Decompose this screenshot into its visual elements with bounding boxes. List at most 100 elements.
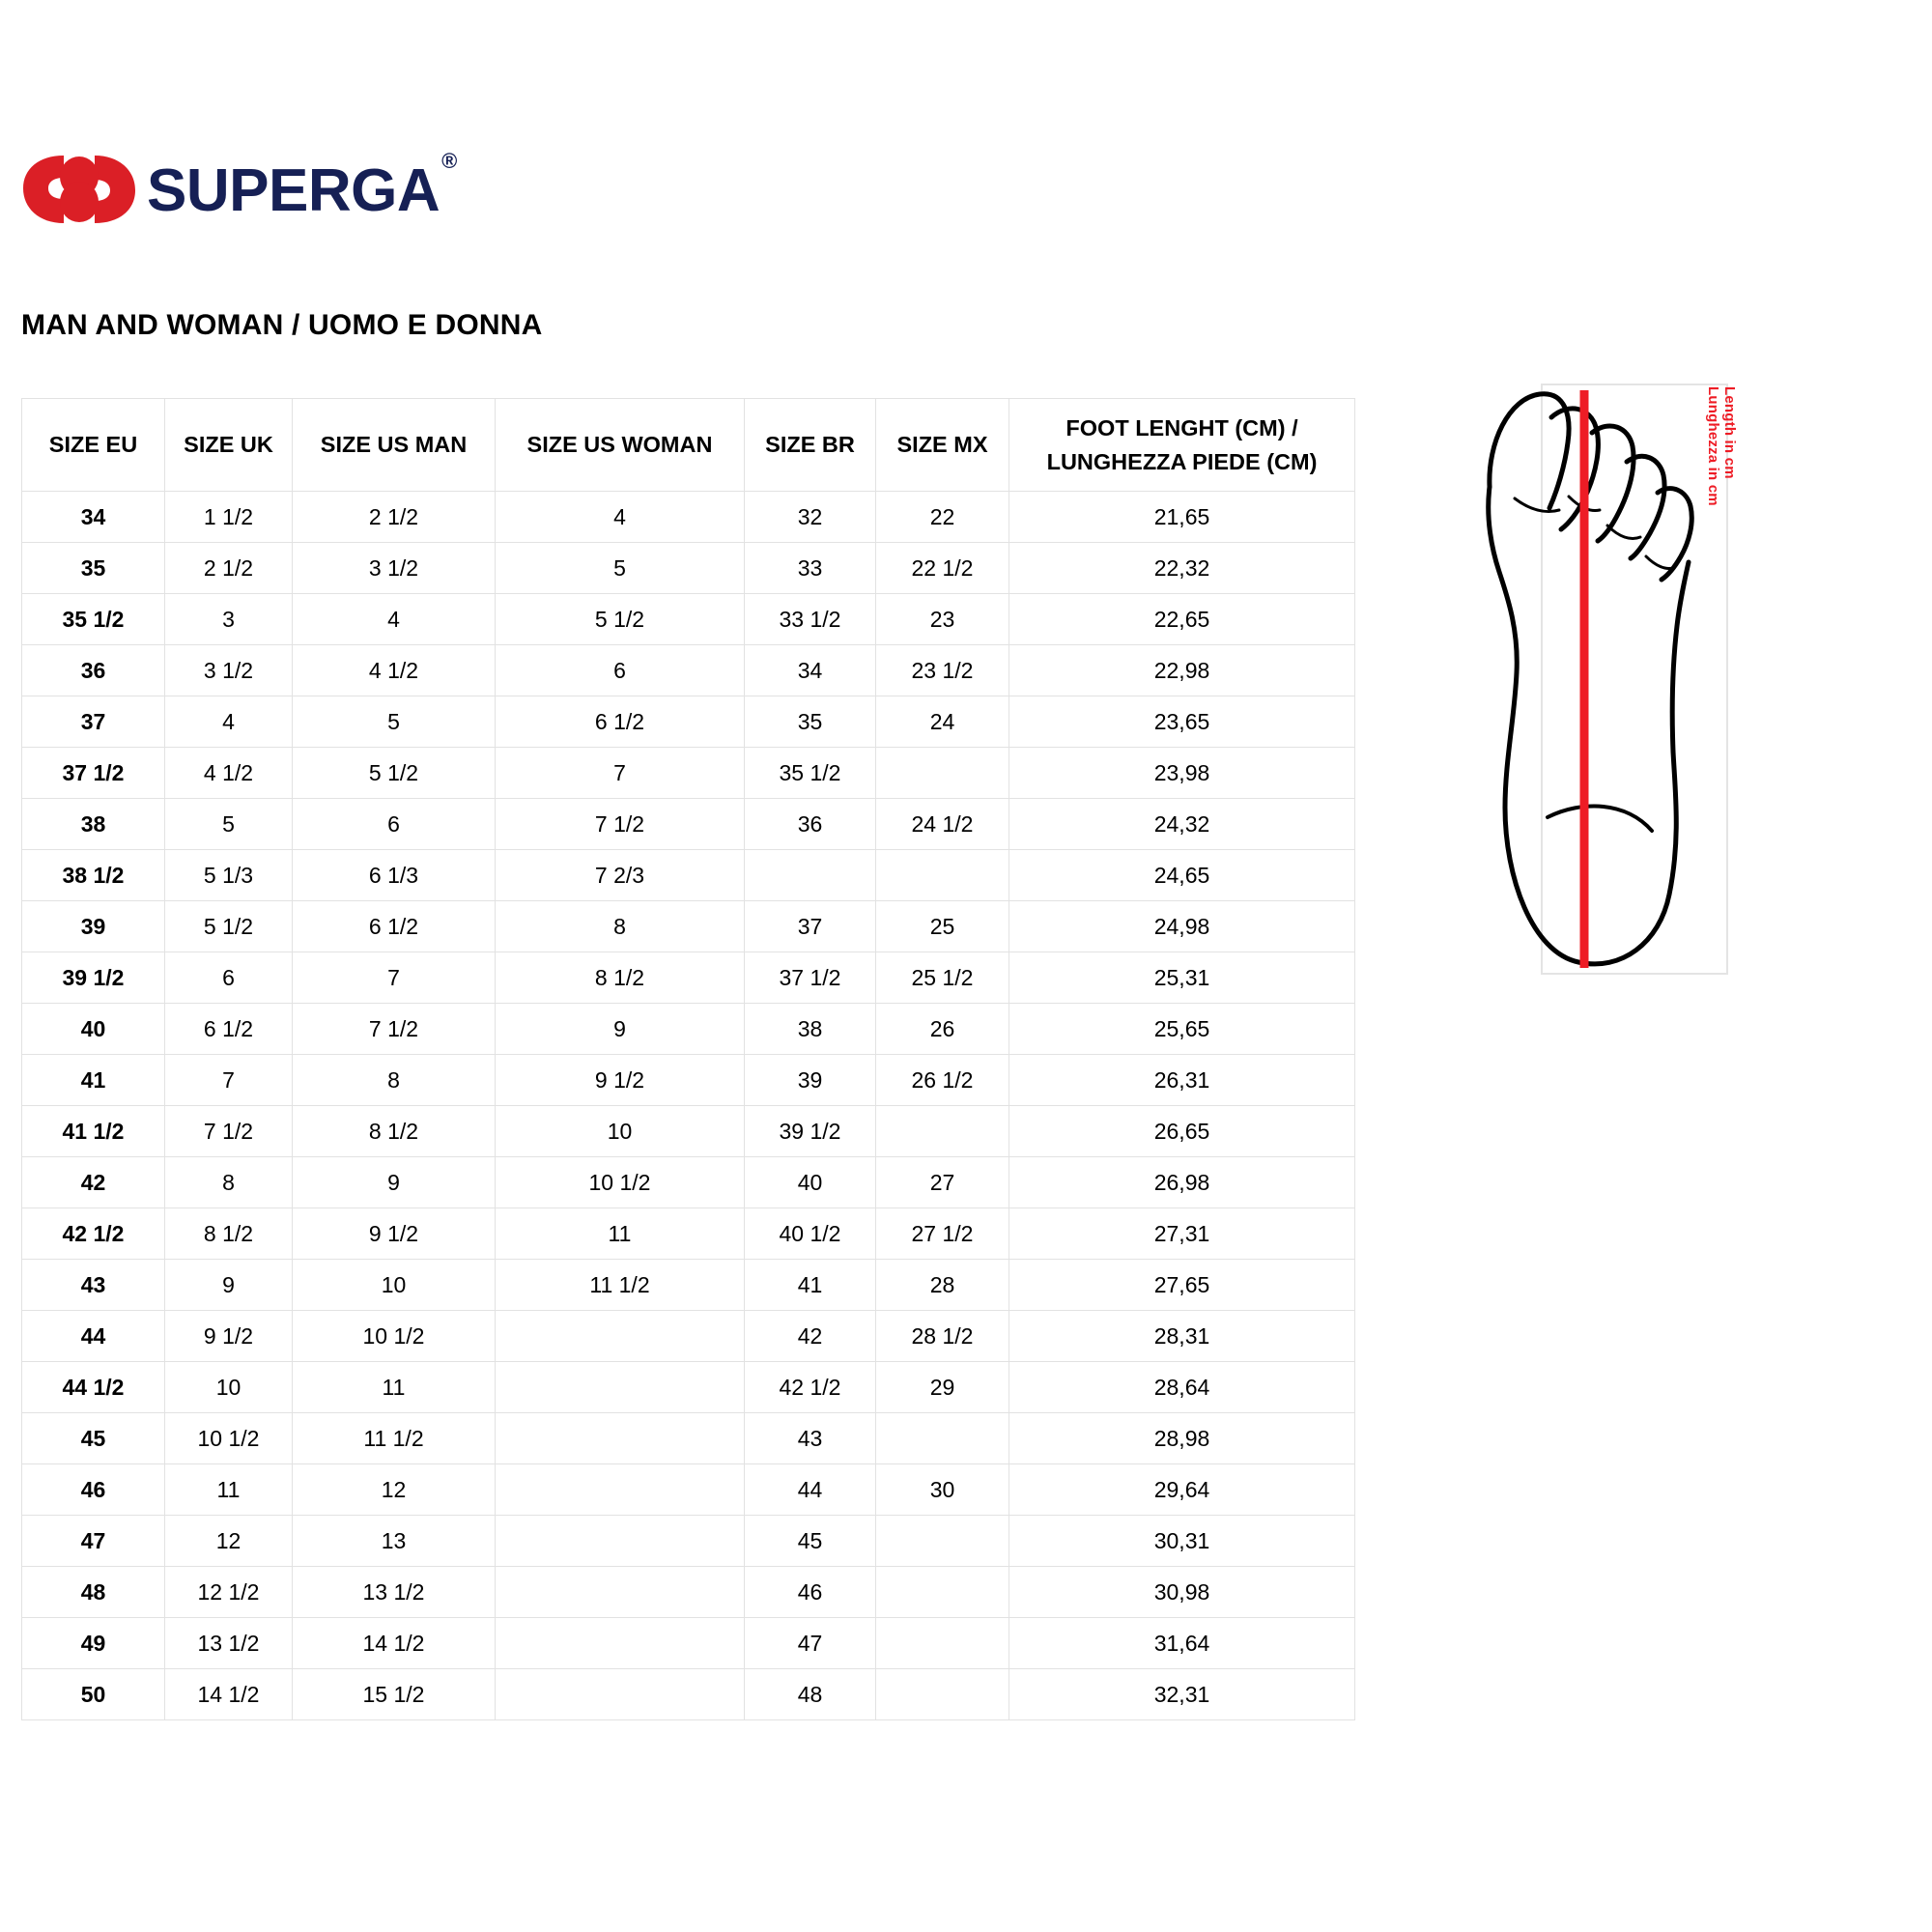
cell-foot-length: 21,65 [1009, 491, 1355, 543]
cell-size-br: 42 1/2 [744, 1361, 876, 1413]
cell-foot-length: 23,98 [1009, 747, 1355, 799]
cell-size-us-woman: 8 [495, 900, 745, 952]
diagram-label-length-it: Lunghezza in cm [1705, 386, 1721, 506]
table-row: 38 5 6 7 1/2 36 24 1/2 24,32 [21, 798, 1355, 850]
column-header-size-uk: SIZE UK [164, 398, 293, 492]
cell-size-uk: 6 1/2 [164, 1003, 293, 1055]
cell-size-us-man: 6 [292, 798, 496, 850]
cell-size-br: 48 [744, 1668, 876, 1720]
column-header-foot-length: FOOT LENGHT (CM) / LUNGHEZZA PIEDE (CM) [1009, 398, 1355, 492]
column-header-size-br: SIZE BR [744, 398, 876, 492]
cell-foot-length: 26,31 [1009, 1054, 1355, 1106]
cell-size-uk: 3 [164, 593, 293, 645]
cell-size-us-man: 6 1/3 [292, 849, 496, 901]
cell-foot-length: 30,31 [1009, 1515, 1355, 1567]
cell-foot-length: 31,64 [1009, 1617, 1355, 1669]
cell-size-br: 41 [744, 1259, 876, 1311]
cell-foot-length: 22,32 [1009, 542, 1355, 594]
table-row: 44 9 1/2 10 1/2 42 28 1/2 28,31 [21, 1310, 1355, 1362]
cell-size-us-man: 10 1/2 [292, 1310, 496, 1362]
cell-size-eu: 43 [21, 1259, 165, 1311]
foot-length-header-line-1: FOOT LENGHT (CM) / [1065, 415, 1298, 441]
cell-size-us-man: 4 1/2 [292, 644, 496, 696]
cell-size-br: 39 1/2 [744, 1105, 876, 1157]
cell-foot-length: 30,98 [1009, 1566, 1355, 1618]
cell-size-us-man: 8 1/2 [292, 1105, 496, 1157]
cell-size-mx: 30 [875, 1463, 1009, 1516]
cell-size-us-man: 5 1/2 [292, 747, 496, 799]
table-row: 44 1/2 10 11 42 1/2 29 28,64 [21, 1361, 1355, 1413]
cell-foot-length: 28,98 [1009, 1412, 1355, 1464]
cell-foot-length: 24,65 [1009, 849, 1355, 901]
cell-size-eu: 46 [21, 1463, 165, 1516]
table-row: 42 8 9 10 1/2 40 27 26,98 [21, 1156, 1355, 1208]
cell-foot-length: 26,65 [1009, 1105, 1355, 1157]
table-row: 40 6 1/2 7 1/2 9 38 26 25,65 [21, 1003, 1355, 1055]
section-title: MAN AND WOMAN / UOMO E DONNA [21, 309, 543, 341]
column-header-size-mx: SIZE MX [875, 398, 1009, 492]
cell-size-uk: 5 [164, 798, 293, 850]
cell-size-mx: 27 [875, 1156, 1009, 1208]
cell-size-us-woman: 6 1/2 [495, 696, 745, 748]
diagram-label-length-en: Length in cm [1721, 386, 1738, 479]
table-row: 37 1/2 4 1/2 5 1/2 7 35 1/2 23,98 [21, 747, 1355, 799]
cell-size-mx: 22 1/2 [875, 542, 1009, 594]
superga-s-mark-icon [23, 156, 135, 223]
cell-size-uk: 10 [164, 1361, 293, 1413]
column-header-size-us-woman: SIZE US WOMAN [495, 398, 745, 492]
cell-size-uk: 7 1/2 [164, 1105, 293, 1157]
cell-size-br: 32 [744, 491, 876, 543]
cell-foot-length: 26,98 [1009, 1156, 1355, 1208]
cell-size-us-man: 15 1/2 [292, 1668, 496, 1720]
cell-size-br: 46 [744, 1566, 876, 1618]
cell-size-us-woman: 7 1/2 [495, 798, 745, 850]
cell-size-us-woman [495, 1668, 745, 1720]
cell-size-mx [875, 747, 1009, 799]
cell-size-uk: 7 [164, 1054, 293, 1106]
cell-size-mx [875, 1412, 1009, 1464]
cell-size-us-woman: 5 [495, 542, 745, 594]
cell-size-uk: 4 1/2 [164, 747, 293, 799]
cell-size-br [744, 849, 876, 901]
foot-outline-icon [1486, 384, 1728, 975]
cell-size-us-woman: 7 2/3 [495, 849, 745, 901]
cell-size-br: 42 [744, 1310, 876, 1362]
cell-size-eu: 38 [21, 798, 165, 850]
cell-size-us-man: 9 [292, 1156, 496, 1208]
cell-size-us-woman: 10 [495, 1105, 745, 1157]
cell-size-uk: 2 1/2 [164, 542, 293, 594]
cell-size-br: 38 [744, 1003, 876, 1055]
cell-size-mx [875, 849, 1009, 901]
cell-size-uk: 1 1/2 [164, 491, 293, 543]
cell-size-mx: 29 [875, 1361, 1009, 1413]
cell-size-br: 45 [744, 1515, 876, 1567]
table-row: 41 1/2 7 1/2 8 1/2 10 39 1/2 26,65 [21, 1105, 1355, 1157]
table-row: 39 5 1/2 6 1/2 8 37 25 24,98 [21, 900, 1355, 952]
cell-size-br: 43 [744, 1412, 876, 1464]
cell-size-br: 39 [744, 1054, 876, 1106]
cell-size-uk: 5 1/2 [164, 900, 293, 952]
cell-size-mx: 25 1/2 [875, 952, 1009, 1004]
table-row: 37 4 5 6 1/2 35 24 23,65 [21, 696, 1355, 748]
cell-size-eu: 42 1/2 [21, 1208, 165, 1260]
cell-size-eu: 40 [21, 1003, 165, 1055]
cell-size-us-woman: 8 1/2 [495, 952, 745, 1004]
cell-size-us-man: 3 1/2 [292, 542, 496, 594]
cell-size-us-woman: 5 1/2 [495, 593, 745, 645]
cell-size-br: 35 [744, 696, 876, 748]
cell-size-uk: 8 1/2 [164, 1208, 293, 1260]
cell-size-us-man: 11 [292, 1361, 496, 1413]
cell-size-uk: 9 [164, 1259, 293, 1311]
cell-size-mx: 28 [875, 1259, 1009, 1311]
brand-wordmark: SUPERGA® [147, 151, 457, 221]
cell-size-eu: 39 1/2 [21, 952, 165, 1004]
cell-size-uk: 12 1/2 [164, 1566, 293, 1618]
table-row: 46 11 12 44 30 29,64 [21, 1463, 1355, 1516]
cell-foot-length: 22,98 [1009, 644, 1355, 696]
cell-size-eu: 35 [21, 542, 165, 594]
cell-size-eu: 44 1/2 [21, 1361, 165, 1413]
cell-size-us-woman [495, 1515, 745, 1567]
table-row: 45 10 1/2 11 1/2 43 28,98 [21, 1412, 1355, 1464]
cell-size-uk: 10 1/2 [164, 1412, 293, 1464]
table-row: 43 9 10 11 1/2 41 28 27,65 [21, 1259, 1355, 1311]
